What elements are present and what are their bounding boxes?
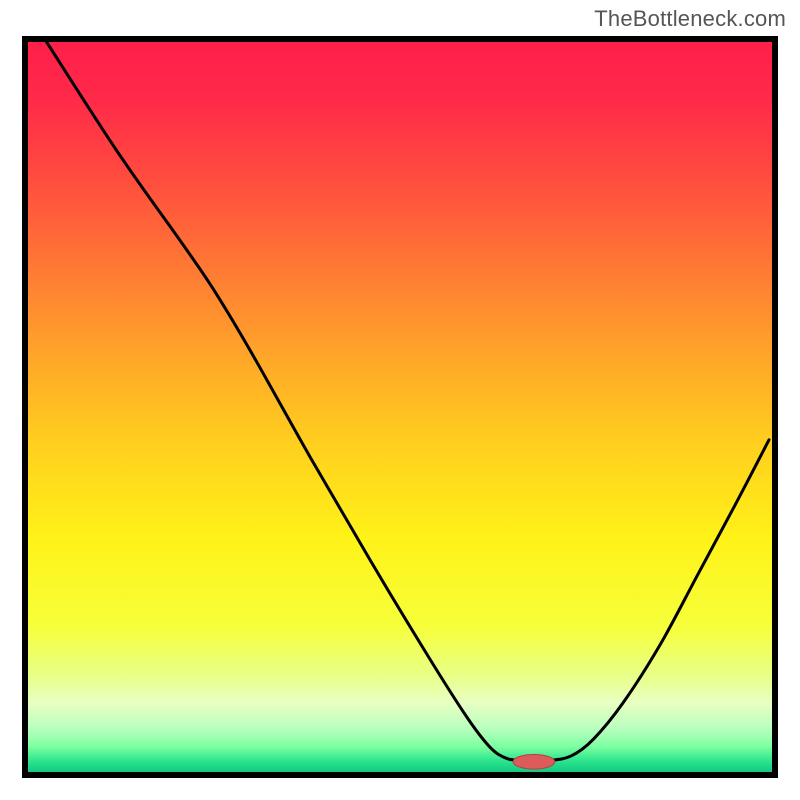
attribution-text: TheBottleneck.com xyxy=(594,6,786,32)
bottleneck-chart xyxy=(22,36,778,778)
bottleneck-curve xyxy=(47,42,769,761)
chart-overlay xyxy=(28,42,772,772)
optimal-point-marker xyxy=(513,754,555,769)
